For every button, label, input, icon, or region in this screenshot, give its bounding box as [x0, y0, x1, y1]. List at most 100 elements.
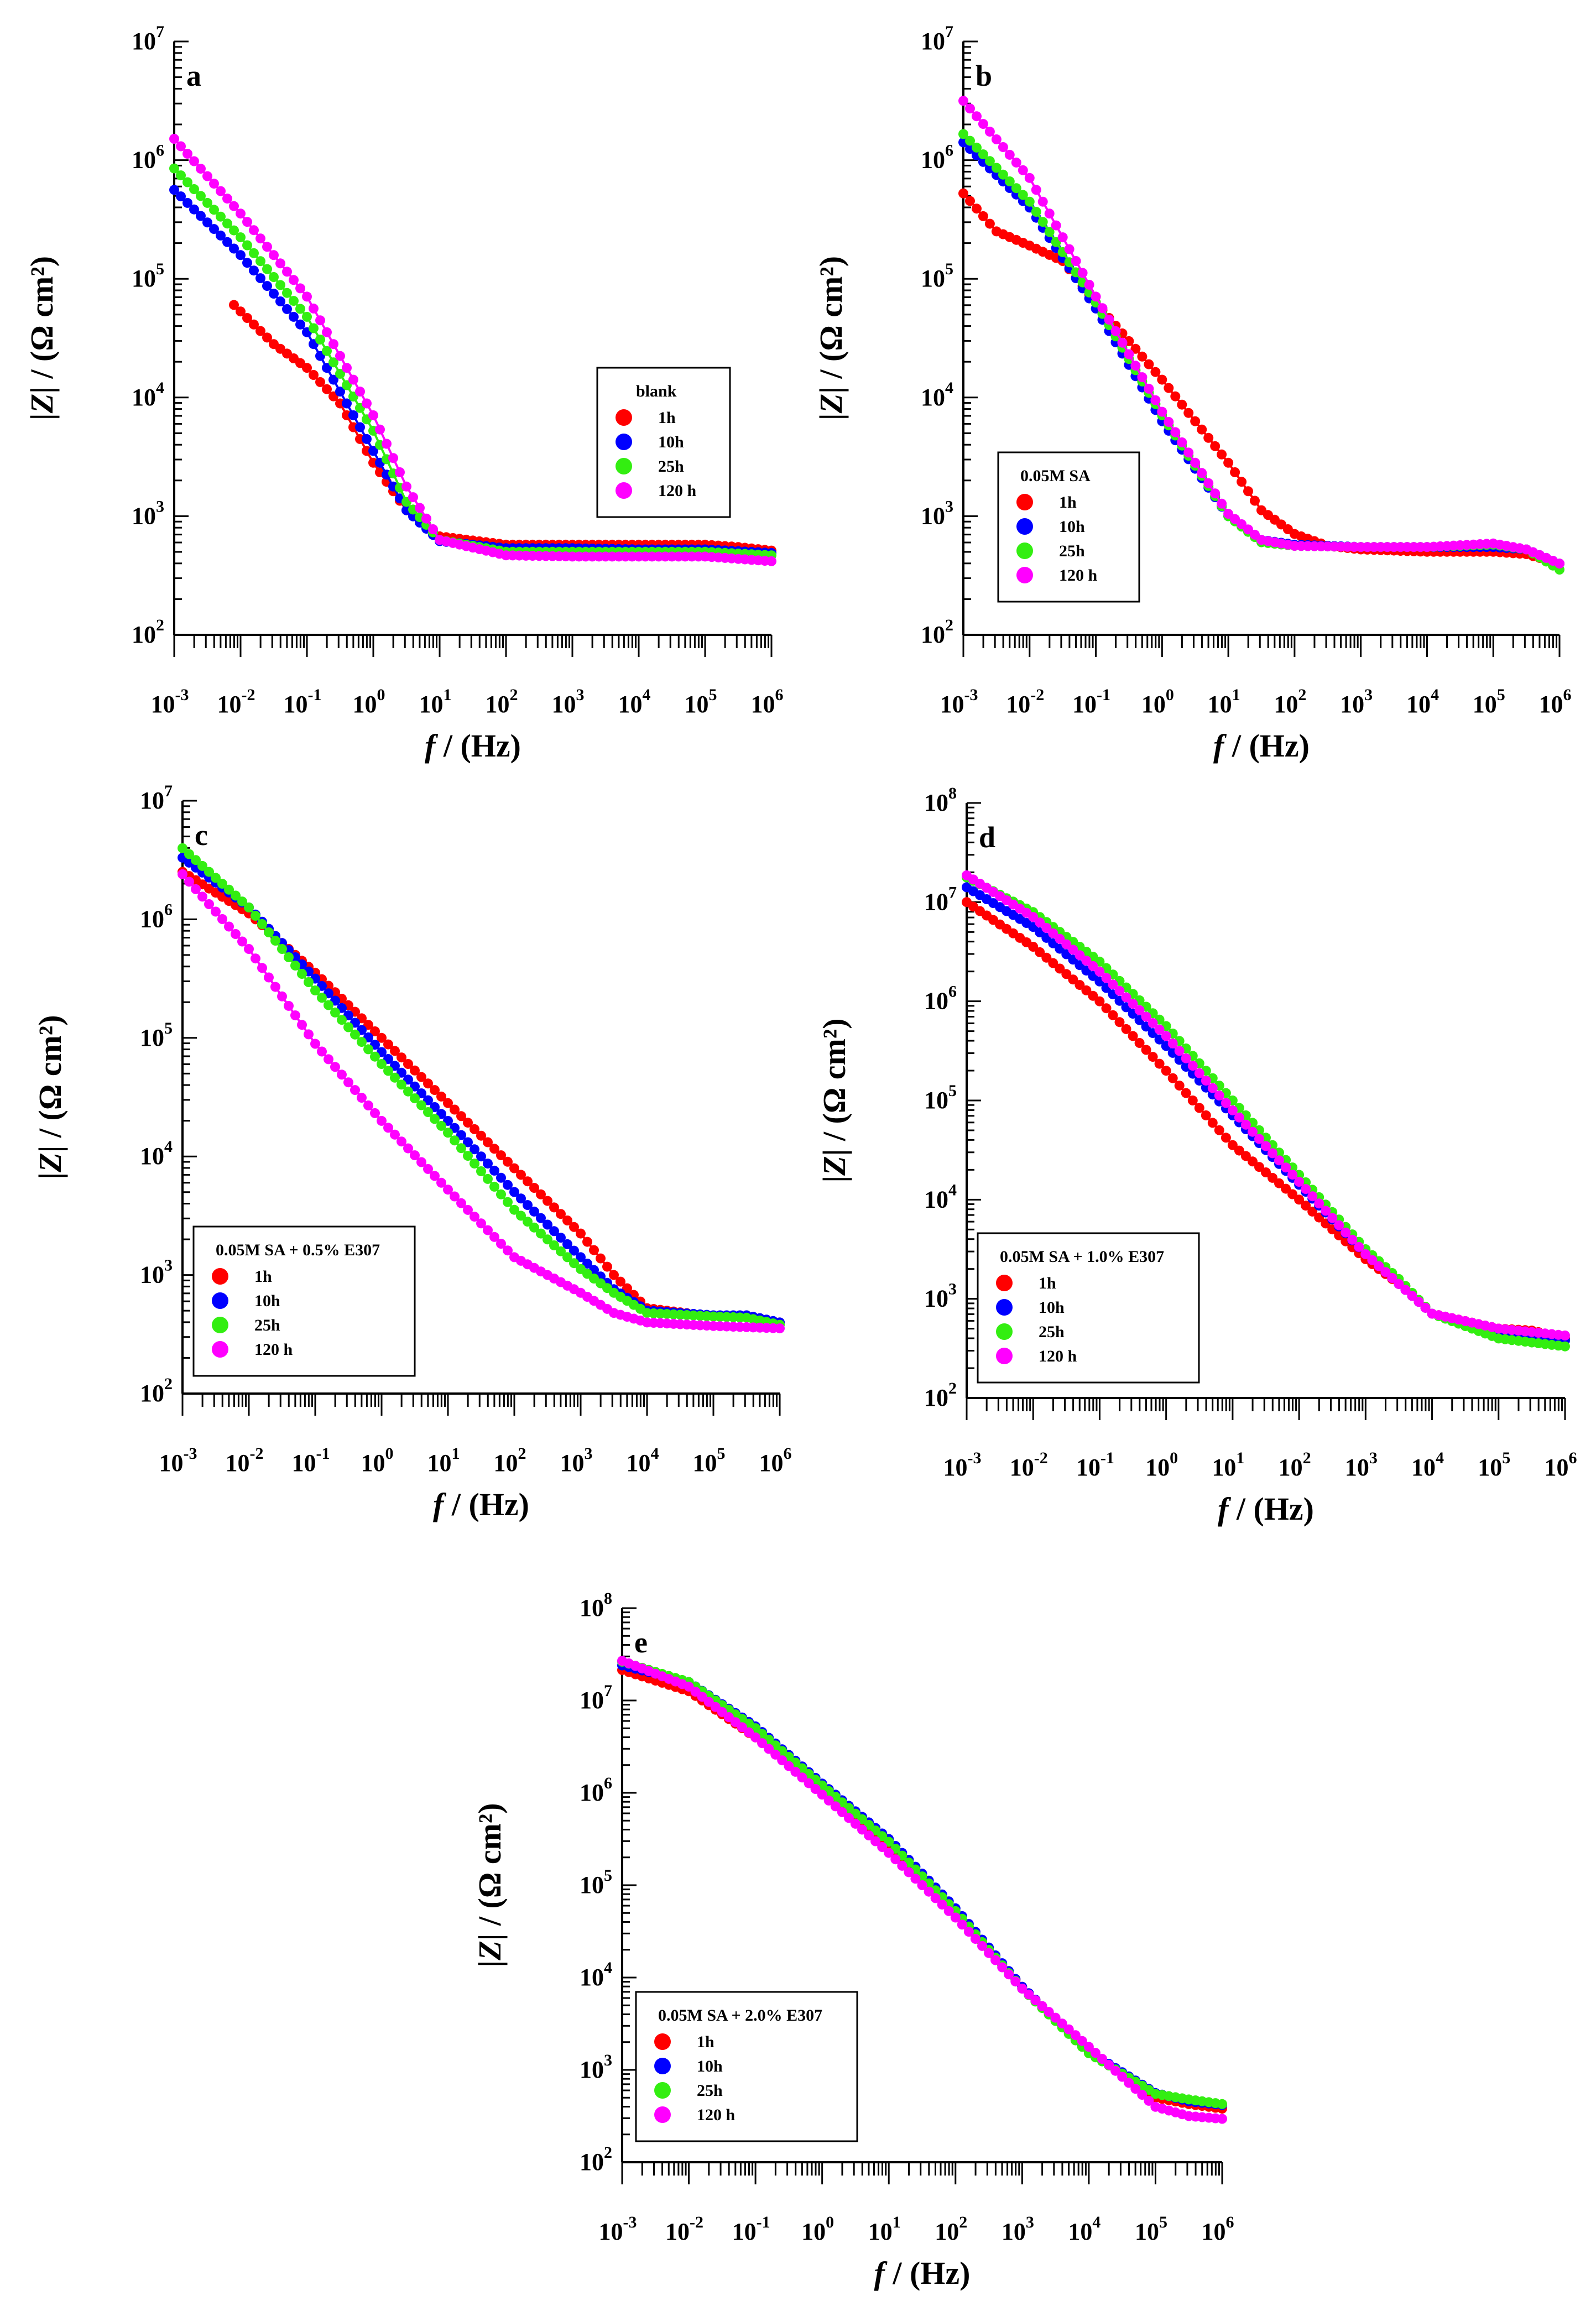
data-point — [830, 1801, 841, 1812]
data-point — [401, 481, 411, 492]
legend-marker — [1016, 567, 1033, 583]
data-point — [991, 163, 1002, 173]
panel-a: 102 103 104 105 106 107 10-3 10-2 10-1 100 101 102 1… — [24, 23, 784, 764]
data-point — [1048, 928, 1058, 938]
data-point — [1063, 2024, 1074, 2034]
data-point — [1018, 165, 1028, 175]
legend: 0.05M SA 1h 10h 25h 120 h — [997, 451, 1140, 603]
data-point — [229, 300, 239, 310]
x-axis-label: f / (Hz) — [433, 1486, 529, 1522]
data-point — [324, 1000, 333, 1010]
data-point — [529, 1206, 539, 1217]
data-point — [1108, 1010, 1118, 1020]
legend-entry: 120 h — [658, 482, 697, 500]
series-120h — [178, 869, 785, 1334]
legend-box — [977, 1232, 1200, 1384]
legend-marker — [616, 434, 632, 450]
data-point — [1227, 1140, 1238, 1150]
data-point — [324, 1054, 333, 1065]
data-point — [1137, 351, 1148, 362]
data-point — [1210, 441, 1221, 451]
data-point — [224, 884, 234, 895]
data-point — [408, 492, 418, 503]
data-point — [850, 1818, 860, 1829]
data-point — [463, 1151, 473, 1161]
data-point — [430, 1085, 440, 1095]
data-point — [289, 275, 299, 285]
data-point — [1314, 1198, 1324, 1209]
data-point — [197, 891, 207, 902]
data-point — [191, 884, 201, 894]
data-point — [1150, 395, 1161, 405]
data-point — [1071, 256, 1081, 266]
data-point — [335, 351, 345, 361]
data-point — [390, 1129, 400, 1140]
data-point — [269, 250, 279, 260]
data-point — [476, 1130, 486, 1141]
y-tick-label: 103 — [921, 497, 953, 529]
data-point — [1121, 992, 1131, 1003]
data-point — [222, 218, 232, 229]
y-axis-label: |Z| / (Ω cm²) — [472, 1803, 508, 1967]
data-point — [1287, 1170, 1298, 1180]
data-point — [1070, 2030, 1081, 2041]
data-point — [1334, 1220, 1344, 1230]
data-point — [972, 142, 982, 153]
data-point — [957, 1919, 967, 1930]
data-point — [943, 1906, 954, 1916]
legend-entry: 25h — [1039, 1323, 1065, 1341]
data-point — [423, 1107, 433, 1117]
data-point — [315, 315, 325, 326]
data-point — [436, 1120, 446, 1131]
data-point — [616, 1276, 625, 1287]
data-point — [1068, 945, 1078, 955]
x-tick-label: 104 — [627, 1444, 659, 1477]
data-point — [1090, 2048, 1100, 2058]
series-25h — [178, 843, 785, 1330]
data-point — [1177, 399, 1187, 410]
legend: blank 1h 10h 25h 120 h — [596, 367, 731, 518]
data-point — [963, 1927, 974, 1937]
data-point — [450, 1191, 460, 1202]
data-point — [1077, 2036, 1087, 2046]
data-point — [236, 250, 246, 260]
data-point — [1341, 1227, 1351, 1238]
legend-marker — [1016, 494, 1033, 510]
data-point — [309, 370, 319, 380]
data-point — [582, 1259, 592, 1269]
data-point — [764, 1744, 774, 1754]
data-point — [456, 1111, 466, 1121]
data-point — [342, 363, 352, 373]
data-point — [1201, 1110, 1211, 1120]
data-point — [1194, 1103, 1204, 1113]
y-tick-label: 107 — [132, 23, 164, 55]
data-point — [1400, 1285, 1411, 1295]
x-tick-label: 105 — [1135, 2213, 1167, 2245]
data-point — [1274, 1178, 1284, 1188]
data-point — [549, 1226, 559, 1237]
data-point — [470, 1159, 479, 1169]
data-point — [191, 855, 201, 865]
data-point — [543, 1234, 552, 1245]
data-point — [1088, 990, 1098, 1001]
data-point — [1221, 1098, 1231, 1108]
y-tick-label: 102 — [924, 1379, 957, 1411]
data-point — [483, 1225, 493, 1235]
data-point — [1044, 2007, 1054, 2017]
data-point — [984, 1948, 994, 1958]
data-point — [972, 204, 982, 214]
data-point — [990, 1955, 1001, 1965]
x-tick-label: 10-3 — [943, 1449, 982, 1481]
data-point — [231, 929, 241, 939]
data-point — [777, 1755, 787, 1766]
data-point — [229, 201, 239, 211]
data-point — [1024, 1989, 1034, 2000]
x-tick-label: 102 — [1279, 1449, 1311, 1481]
data-point — [231, 890, 241, 901]
data-point — [363, 1100, 373, 1110]
data-point — [184, 849, 194, 859]
data-point — [295, 319, 305, 330]
data-point — [950, 1912, 961, 1923]
legend-entry: 120 h — [1039, 1347, 1077, 1365]
data-point — [516, 1170, 526, 1180]
